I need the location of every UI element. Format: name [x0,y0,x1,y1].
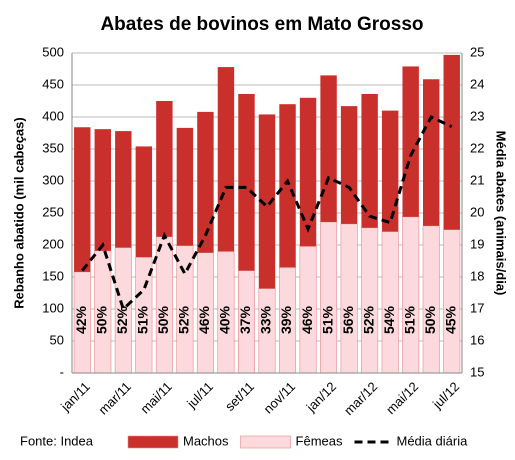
bar-segment [361,93,378,228]
bar-segment [197,111,214,253]
data-label: 37% [237,305,253,334]
data-label: 50% [93,305,109,334]
y-tick-label: 100 [42,300,64,315]
data-label: 50% [422,305,438,334]
data-label: 39% [278,305,294,334]
bar-segment [443,54,460,230]
bar-segment [135,146,153,258]
bar-segment [238,93,255,271]
bar-segment [156,101,173,237]
data-label: 33% [258,305,274,334]
bar-segment [422,225,440,374]
data-label: 45% [442,305,458,334]
bar-segment [320,75,337,222]
x-tick-label: jan/11 [57,379,93,415]
y2-tick-label: 24 [470,76,484,91]
y2-tick-label: 15 [470,364,484,379]
data-label: 52% [360,305,376,334]
y2-tick-label: 18 [470,268,484,283]
legend-label: Média diária [397,433,469,448]
source: Fonte: Indea [20,433,94,448]
x-tick-label: jan/12 [303,379,339,415]
data-label: 51% [319,305,335,334]
y-tick-label: 200 [42,236,64,251]
y-tick-label: 300 [42,172,64,187]
bar-segment [381,110,399,232]
x-tick-label: nov/11 [261,379,299,417]
data-label: 56% [340,305,356,334]
bar-segment [176,127,194,246]
legend-swatch [127,435,179,449]
bar-segment [155,236,173,374]
y2-axis-title: Média abates (animais/dia) [494,131,509,296]
bar-segment [381,231,399,374]
bar-segment [423,79,440,226]
y2-tick-label: 23 [470,108,484,123]
data-label: 51% [401,305,417,334]
y-tick-label: 400 [42,108,64,123]
bar-segment [361,227,379,374]
y-tick-label: 150 [42,268,64,283]
data-label: 46% [299,305,315,334]
chart-title: Abates de bovinos em Mato Grosso [100,14,423,35]
y2-tick-label: 17 [470,300,484,315]
bar-segment [115,131,132,248]
bar-segment [402,66,419,217]
data-label: 46% [196,305,212,334]
data-label: 42% [73,305,89,334]
data-label: 51% [135,305,151,334]
x-tick-label: mar/11 [95,379,134,418]
x-tick-label: set/11 [222,379,257,414]
y-tick-label: - [60,364,64,379]
data-label: 52% [114,305,130,334]
x-tick-label: jul/11 [183,379,216,412]
y-tick-label: 350 [42,140,64,155]
y-tick-label: 450 [42,76,64,91]
bar-segment [279,104,296,268]
x-tick-label: mai/12 [383,379,421,417]
y2-tick-label: 21 [470,172,484,187]
legend-label: Fêmeas [296,433,343,448]
y-tick-label: 50 [50,332,64,347]
x-tick-label: mar/12 [341,379,380,418]
bar-segment [340,106,358,224]
bar-segment [258,114,276,289]
x-tick-label: jul/12 [429,379,462,412]
data-label: 50% [155,305,171,334]
legend-swatch [240,435,291,449]
y2-tick-label: 22 [470,140,484,155]
bar-segment [217,67,235,252]
y2-tick-label: 25 [470,44,484,59]
data-label: 52% [176,305,192,334]
y-tick-label: 250 [42,204,64,219]
y2-tick-label: 20 [470,204,484,219]
bar-segment [320,221,338,374]
bar-segment [94,129,111,251]
y-axis-title: Rebanho abatido (mil cabeças) [11,117,26,308]
data-label: 54% [381,305,397,334]
y2-tick-label: 19 [470,236,484,251]
x-tick-label: mai/11 [137,379,175,417]
bar-segment [402,216,420,374]
bar-segment [74,127,91,272]
bar-segment [340,223,358,374]
bar-segment [443,229,461,374]
y-tick-label: 500 [42,44,64,59]
bar-segment [299,97,317,247]
y2-tick-label: 16 [470,332,484,347]
data-label: 40% [217,305,233,334]
legend-label: Machos [183,433,229,448]
